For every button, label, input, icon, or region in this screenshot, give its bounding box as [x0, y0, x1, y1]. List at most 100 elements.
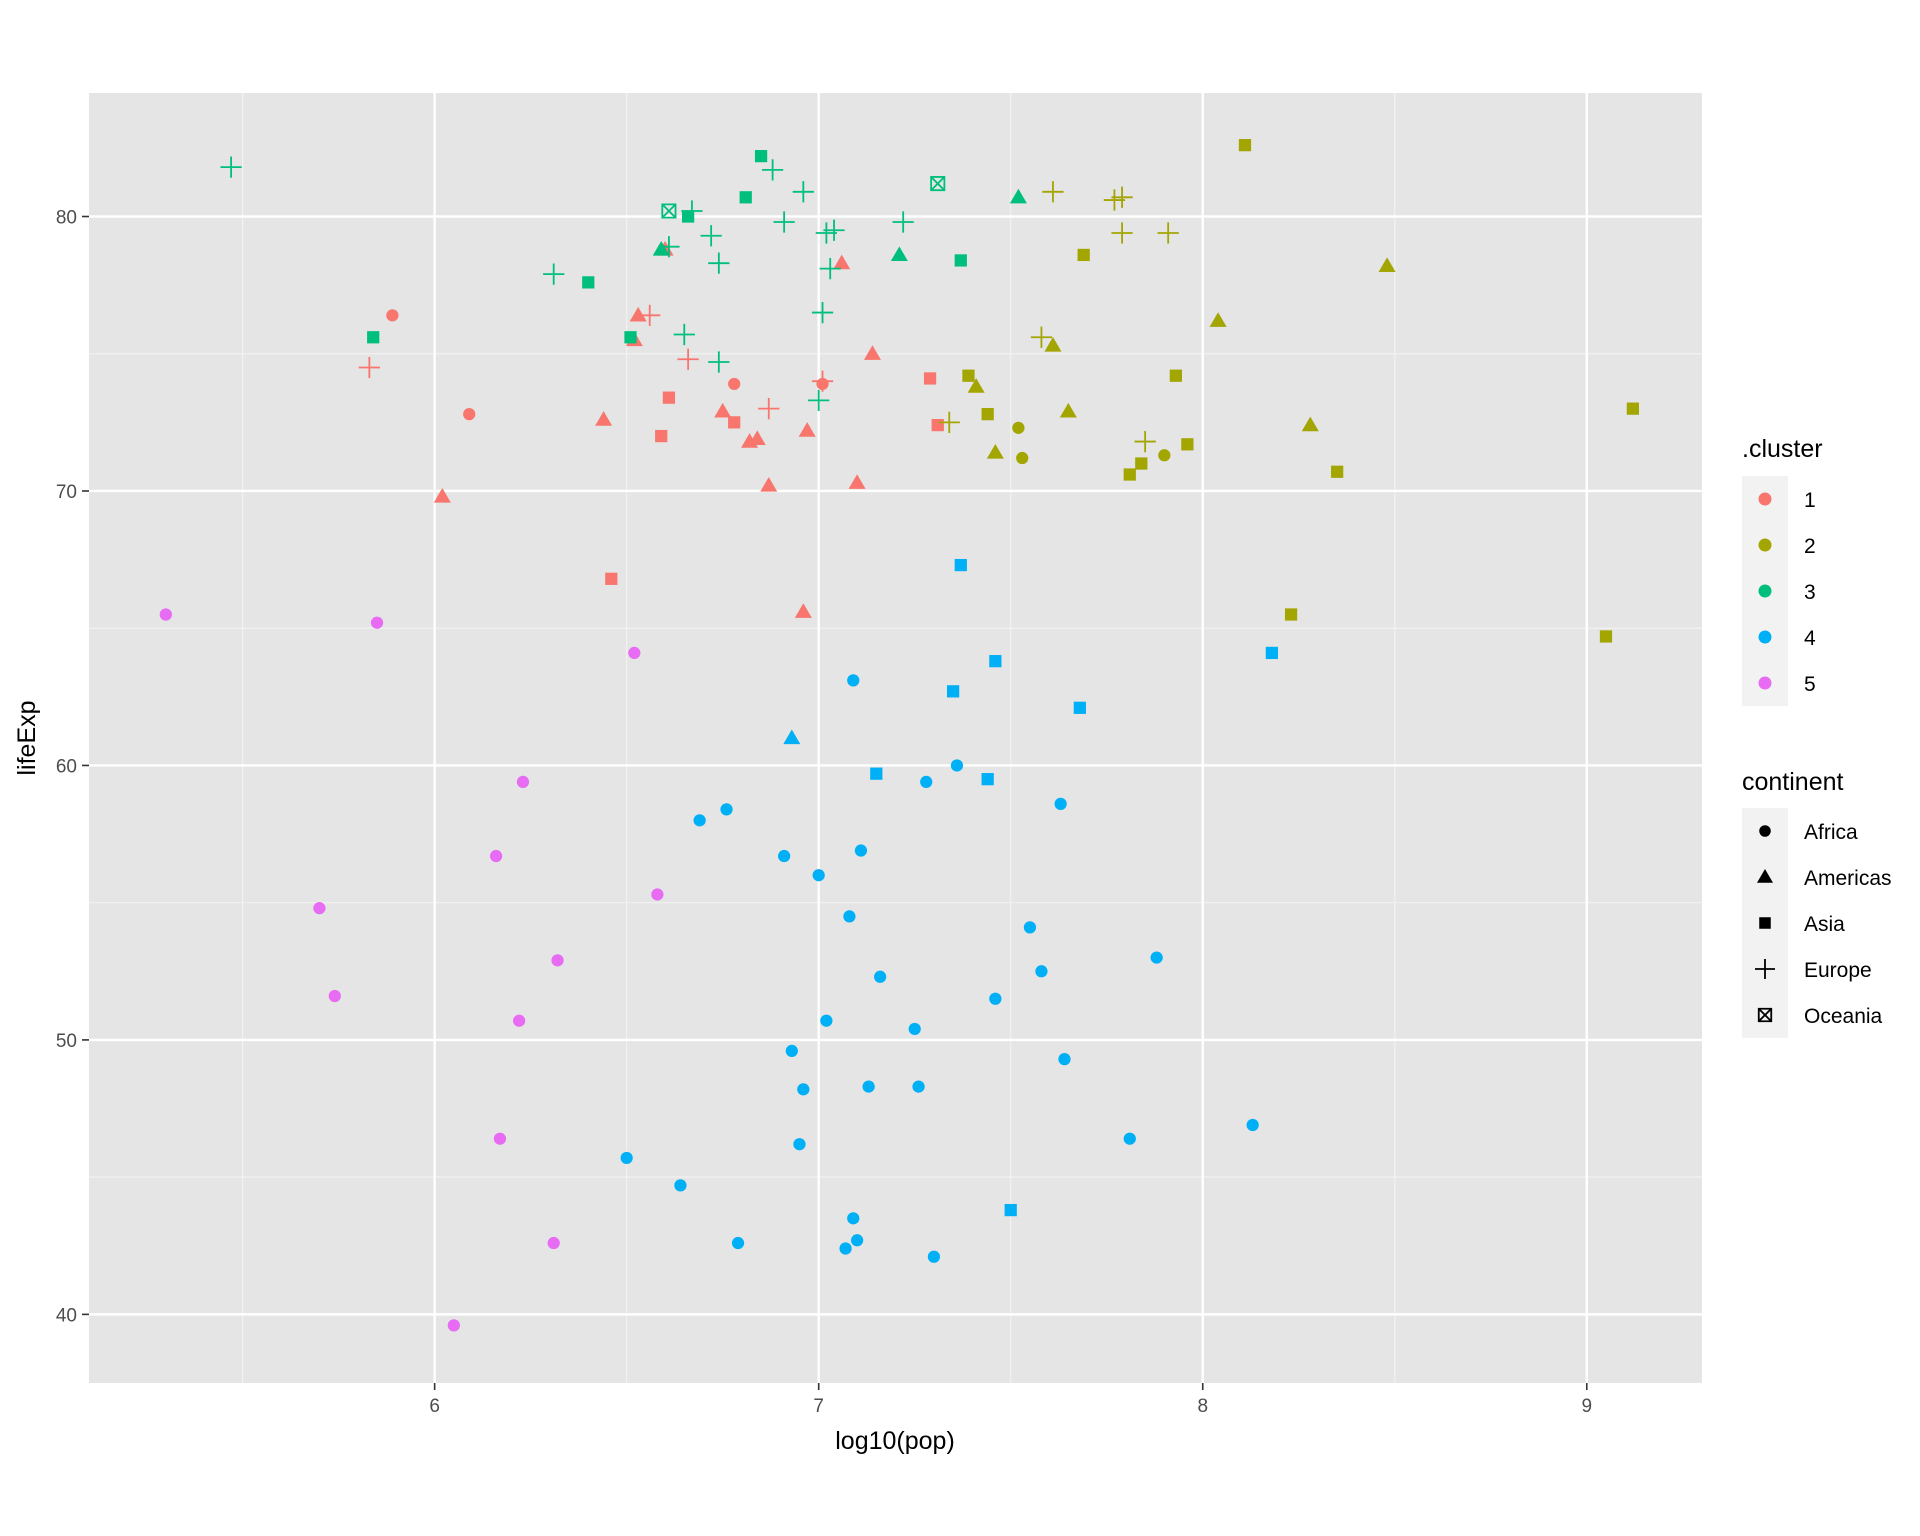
data-point [681, 200, 703, 222]
data-point [447, 1319, 460, 1332]
data-point [938, 411, 960, 433]
data-point [658, 236, 680, 258]
data-point [1169, 369, 1182, 382]
legend-label: 2 [1804, 535, 1816, 558]
legend-label: 4 [1804, 627, 1816, 650]
data-point [760, 476, 778, 492]
data-point [962, 369, 975, 382]
data-point [1150, 951, 1163, 964]
data-point [708, 351, 730, 373]
data-point [674, 1179, 687, 1192]
y-axis-title: lifeExp [13, 700, 41, 775]
data-point [785, 1044, 798, 1058]
data-point [739, 191, 752, 204]
data-point [543, 263, 565, 285]
data-point [1042, 181, 1064, 203]
data-point [628, 646, 641, 660]
data-point [605, 572, 618, 585]
legend-key-4 [1758, 630, 1772, 644]
legend-label: 5 [1804, 673, 1816, 696]
data-point [843, 910, 856, 923]
data-point [551, 954, 564, 967]
y-tick-label: 80 [56, 208, 77, 229]
data-point [313, 902, 326, 915]
data-point [892, 211, 914, 233]
data-point [1265, 646, 1278, 660]
data-point [848, 474, 866, 489]
data-point [794, 603, 812, 618]
data-point [1301, 416, 1319, 432]
x-tick-label: 8 [1197, 1396, 1208, 1417]
data-point [811, 301, 834, 324]
data-point [489, 849, 503, 863]
y-tick-label: 40 [56, 1305, 77, 1326]
legend-label: Europe [1804, 959, 1872, 982]
data-point [1284, 608, 1298, 621]
data-point [513, 1014, 526, 1027]
data-point [754, 150, 768, 163]
data-point [652, 240, 670, 256]
data-point [833, 254, 851, 270]
x-axis-title: log10(pop) [835, 1427, 955, 1455]
data-point [761, 159, 784, 181]
data-point [954, 254, 967, 267]
data-point [582, 276, 595, 289]
data-point [954, 558, 967, 572]
data-point [1123, 1132, 1136, 1145]
data-point [950, 759, 964, 772]
data-point [1111, 222, 1133, 244]
data-point [839, 1242, 852, 1255]
legend-key-asia [1759, 917, 1771, 929]
data-point [862, 1080, 875, 1093]
data-point [1030, 326, 1053, 348]
legend-key-3 [1758, 584, 1772, 598]
data-point [1331, 465, 1344, 478]
data-point [981, 773, 994, 786]
data-point [1123, 468, 1136, 481]
data-point [1054, 797, 1067, 810]
legends: .cluster 1 2 3 4 5 continent Africa Americas Asia… [1742, 435, 1892, 1038]
legend-key-oceania [1757, 1007, 1773, 1023]
data-point [433, 487, 451, 503]
data-point [1023, 921, 1037, 934]
legend-key-5 [1758, 676, 1772, 690]
data-point [677, 348, 699, 370]
data-point [731, 1236, 745, 1250]
data-point [808, 389, 830, 412]
y-axis-ticks: 40 50 60 70 80 [56, 208, 89, 1326]
legend-label: Asia [1804, 913, 1845, 936]
data-point [870, 767, 883, 780]
data-point [793, 1138, 806, 1151]
data-point [159, 608, 172, 621]
legend-key-africa [1759, 825, 1771, 837]
data-point [1135, 457, 1148, 470]
data-point [1599, 630, 1613, 643]
data-point [792, 181, 814, 203]
data-point [386, 309, 399, 322]
data-point [1035, 965, 1048, 978]
data-point [890, 246, 908, 262]
data-point [1044, 337, 1062, 352]
data-point [1134, 430, 1156, 453]
data-point [1157, 222, 1179, 244]
data-point [820, 1014, 833, 1027]
data-point [1004, 1203, 1017, 1217]
data-point [989, 655, 1002, 668]
y-tick-label: 60 [56, 756, 77, 777]
data-point [728, 377, 741, 391]
legend-title: .cluster [1742, 435, 1823, 463]
data-point [639, 304, 661, 326]
data-point [811, 370, 834, 392]
legend-key-americas [1757, 869, 1773, 883]
data-point [1058, 1053, 1071, 1066]
data-point [463, 408, 476, 421]
legend-label: 3 [1804, 581, 1816, 604]
x-tick-label: 9 [1581, 1396, 1592, 1417]
x-tick-label: 6 [429, 1396, 440, 1417]
plot-panel [89, 93, 1702, 1383]
legend-label: Africa [1804, 821, 1858, 844]
data-point [1238, 139, 1252, 152]
data-point [370, 616, 384, 629]
data-point [920, 775, 933, 789]
data-point [1246, 1118, 1259, 1132]
